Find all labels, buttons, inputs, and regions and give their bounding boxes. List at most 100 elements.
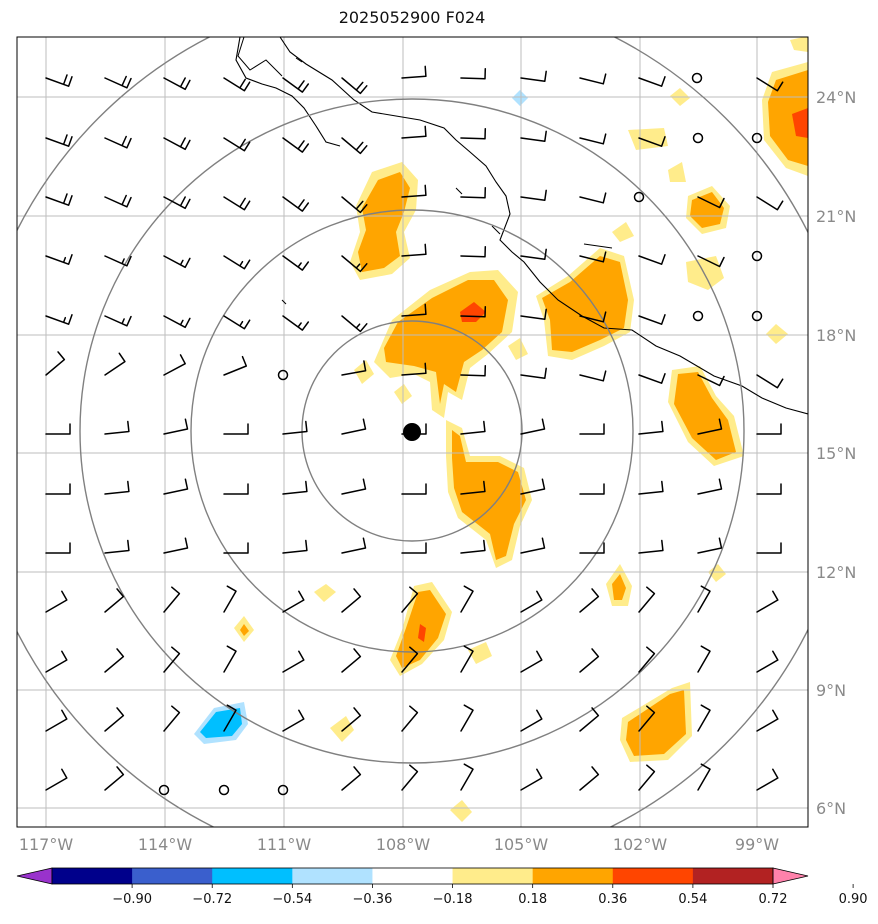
wind-barb (756, 196, 784, 211)
wind-barb (401, 646, 419, 673)
wind-barb (579, 192, 607, 204)
wind-barb (45, 590, 68, 613)
wind-barb (579, 588, 600, 613)
lat-label: 9°N (816, 681, 846, 700)
wind-barb (223, 77, 251, 92)
wind-barb (460, 68, 487, 80)
colorbar-tick-label: 0.18 (518, 892, 547, 907)
coastline (237, 37, 613, 305)
wind-barb (697, 196, 725, 209)
wind-barb (638, 136, 666, 147)
wind-barb (45, 709, 68, 732)
wind-barb (579, 370, 607, 382)
wind-barb (341, 588, 362, 613)
wind-barb (104, 135, 132, 149)
wind-barb (401, 125, 427, 139)
wind-barb (282, 315, 310, 331)
wind-barb (223, 585, 237, 613)
wind-barb (341, 707, 362, 732)
wind-barb (460, 539, 486, 554)
anomaly-region (452, 430, 526, 560)
wind-barb (638, 420, 664, 435)
lon-label: 111°W (257, 835, 312, 854)
colorbar: −0.90 −0.72 −0.54 −0.36 −0.18 0.18 0.36 0.54 0.7… (16, 867, 868, 907)
colorbar-segment (52, 868, 133, 884)
wind-barb (104, 648, 125, 673)
wind-barb (697, 763, 711, 791)
wind-barb (163, 255, 191, 269)
wind-barb (401, 542, 427, 554)
wind-barb (282, 196, 310, 212)
wind-barb (697, 585, 711, 613)
wind-barb (163, 77, 191, 91)
wind-barb (104, 480, 130, 495)
colorbar-segment (532, 868, 614, 884)
wind-barb (401, 705, 419, 732)
wind-barb (520, 189, 547, 202)
wind-barb (163, 137, 191, 151)
wind-barb (45, 423, 71, 435)
wind-barb (460, 246, 487, 258)
colorbar-tick-label: −0.72 (192, 892, 232, 907)
anomaly-region (686, 256, 724, 290)
colorbar-tick-label: −0.90 (112, 892, 152, 907)
lat-label: 12°N (816, 563, 856, 582)
anomaly-region (358, 172, 410, 272)
calm-marker (633, 191, 645, 203)
wind-barb (401, 184, 427, 198)
lat-label: 24°N (816, 88, 856, 107)
wind-barb (401, 764, 419, 791)
wind-barb (520, 308, 547, 321)
wind-barb (460, 645, 474, 673)
range-ring (190, 209, 634, 653)
wind-barb (697, 374, 725, 387)
wind-barb (756, 77, 784, 92)
calm-marker (218, 784, 230, 796)
calm-marker (692, 132, 704, 144)
range-ring (79, 98, 745, 764)
anomaly-region (674, 372, 736, 460)
lat-label: 6°N (816, 799, 846, 818)
lon-label: 108°W (376, 835, 431, 854)
wind-barb (697, 255, 725, 268)
wind-barb (104, 539, 130, 554)
wind-barb (223, 704, 237, 732)
wind-barb (341, 648, 362, 673)
wind-barb (460, 704, 474, 732)
storm-center-marker (403, 423, 421, 441)
wind-barb (520, 130, 547, 143)
lon-label: 102°W (613, 835, 668, 854)
wind-barb (460, 585, 474, 613)
wind-barb (520, 768, 543, 791)
colorbar-segment (372, 868, 454, 884)
wind-barb (638, 586, 656, 613)
wind-barb (401, 362, 427, 376)
anomaly-region (792, 108, 808, 138)
wind-barb (756, 483, 782, 495)
wind-barb (579, 766, 600, 791)
wind-barb (460, 420, 486, 435)
wind-barb (45, 351, 66, 376)
wind-barb (341, 137, 368, 155)
wind-barb (401, 586, 419, 613)
calm-marker (751, 132, 763, 144)
wind-barb (163, 646, 181, 673)
wind-barb (460, 306, 487, 318)
wind-barb (282, 480, 308, 495)
colorbar-tick-label: 0.90 (839, 892, 868, 907)
wind-barb (697, 645, 711, 673)
wind-barb (401, 65, 427, 79)
calm-markers (158, 72, 763, 796)
wind-barb (579, 73, 607, 85)
wind-barb (282, 539, 308, 554)
lon-label: 99°W (735, 835, 779, 854)
wind-barb (282, 77, 310, 93)
wind-barb (520, 248, 547, 261)
wind-barb (697, 704, 711, 732)
wind-barb (163, 705, 181, 732)
wind-barb (460, 763, 474, 791)
calm-marker (751, 250, 763, 262)
colorbar-segment (612, 868, 694, 884)
wind-barb (579, 542, 605, 554)
